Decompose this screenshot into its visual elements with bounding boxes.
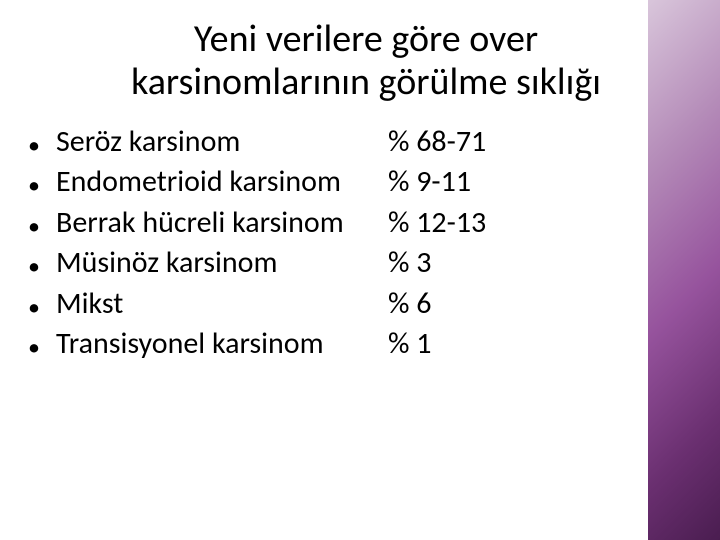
bullet-list: • Seröz karsinom % 68-71 • Endometrioid …: [24, 123, 638, 363]
slide-root: Yeni verilere göre over karsinomlarının …: [0, 0, 720, 540]
bullet-icon: •: [28, 134, 56, 158]
item-value: % 3: [388, 244, 638, 282]
item-label: Müsinöz karsinom: [56, 244, 388, 282]
list-item: • Seröz karsinom % 68-71: [28, 123, 638, 161]
item-label: Endometrioid karsinom: [56, 163, 388, 201]
item-label: Mikst: [56, 285, 388, 323]
item-label: Berrak hücreli karsinom: [56, 204, 388, 242]
bullet-icon: •: [28, 255, 56, 279]
item-value: % 68-71: [388, 123, 638, 161]
item-value: % 12-13: [388, 204, 638, 242]
item-value: % 1: [388, 325, 638, 363]
content-area: Yeni verilere göre over karsinomlarının …: [0, 0, 648, 540]
list-item: • Müsinöz karsinom % 3: [28, 244, 638, 282]
list-item: • Mikst % 6: [28, 285, 638, 323]
bullet-icon: •: [28, 215, 56, 239]
bullet-icon: •: [28, 174, 56, 198]
list-item: • Transisyonel karsinom % 1: [28, 325, 638, 363]
list-item: • Berrak hücreli karsinom % 12-13: [28, 204, 638, 242]
bullet-icon: •: [28, 296, 56, 320]
list-item: • Endometrioid karsinom % 9-11: [28, 163, 638, 201]
item-label: Transisyonel karsinom: [56, 325, 388, 363]
bullet-icon: •: [28, 336, 56, 360]
item-label: Seröz karsinom: [56, 123, 388, 161]
item-value: % 9-11: [388, 163, 638, 201]
slide-title: Yeni verilere göre over karsinomlarının …: [24, 18, 638, 103]
item-value: % 6: [388, 285, 638, 323]
side-accent-bar: [648, 0, 720, 540]
